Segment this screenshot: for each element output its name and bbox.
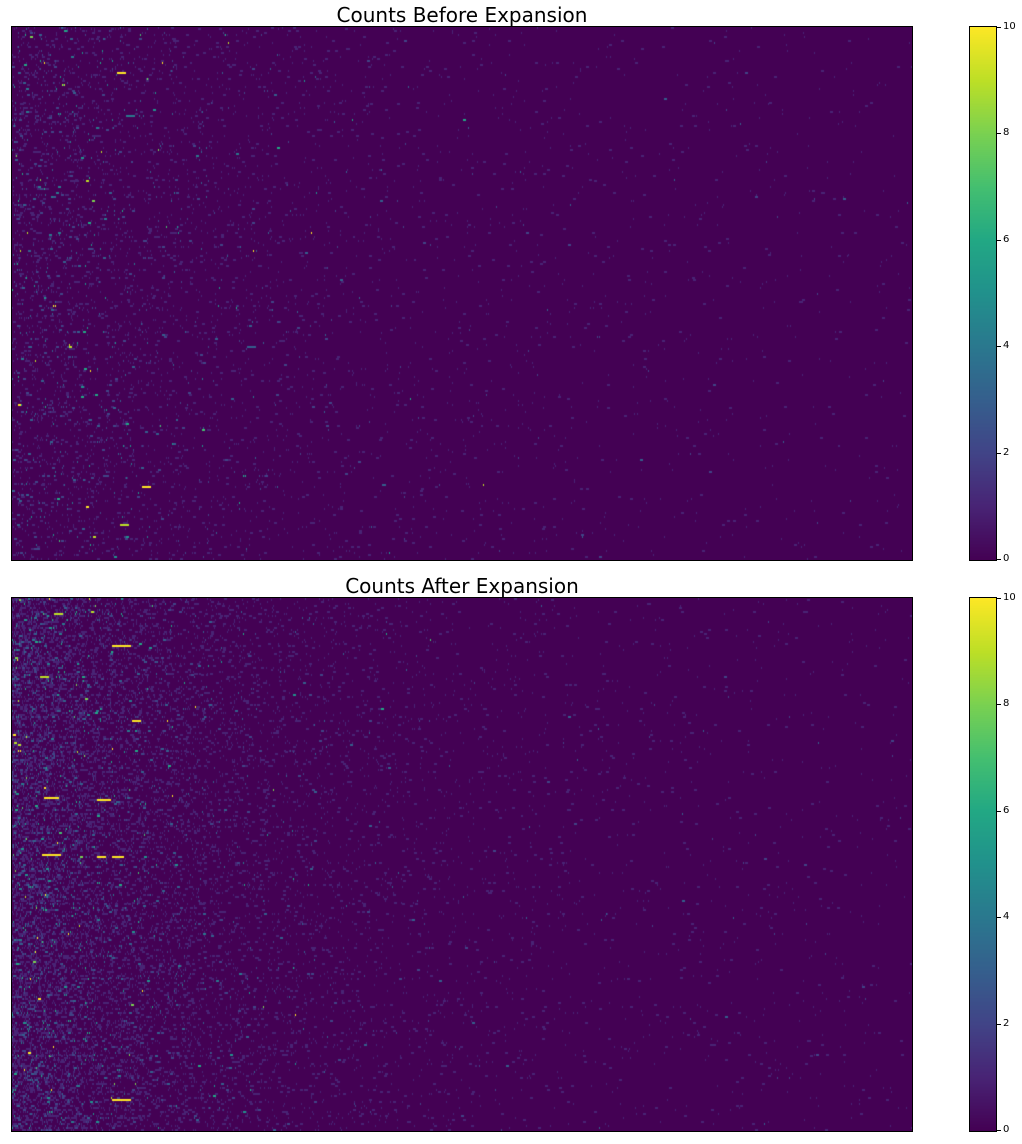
colorbar-tick-label: 4: [1003, 911, 1010, 922]
colorbar-tick-label: 0: [1003, 553, 1010, 564]
colorbar-tick: [997, 811, 1001, 812]
colorbar-before: [970, 27, 996, 560]
colorbar-tick: [997, 240, 1001, 241]
heatmap-before: [12, 27, 912, 560]
chart-title-after: Counts After Expansion: [345, 574, 579, 598]
colorbar-tick-label: 2: [1003, 447, 1010, 458]
colorbar-tick-label: 8: [1003, 127, 1010, 138]
colorbar-tick: [997, 27, 1001, 28]
chart-title-before: Counts Before Expansion: [336, 3, 588, 27]
colorbar-tick-label: 6: [1003, 234, 1010, 245]
colorbar-tick: [997, 133, 1001, 134]
colorbar-after: [970, 598, 996, 1131]
colorbar-tick-label: 2: [1003, 1018, 1010, 1029]
colorbar-tick: [997, 559, 1001, 560]
colorbar-tick-label: 4: [1003, 340, 1010, 351]
colorbar-tick: [997, 453, 1001, 454]
colorbar-tick-label: 8: [1003, 698, 1010, 709]
colorbar-tick: [997, 704, 1001, 705]
colorbar-tick-label: 6: [1003, 805, 1010, 816]
colorbar-tick: [997, 1024, 1001, 1025]
colorbar-tick: [997, 598, 1001, 599]
colorbar-tick: [997, 917, 1001, 918]
colorbar-tick-label: 10: [1003, 21, 1016, 32]
colorbar-tick: [997, 346, 1001, 347]
colorbar-tick-label: 10: [1003, 592, 1016, 603]
colorbar-tick-label: 0: [1003, 1124, 1010, 1135]
colorbar-tick: [997, 1130, 1001, 1131]
heatmap-after: [12, 598, 912, 1131]
